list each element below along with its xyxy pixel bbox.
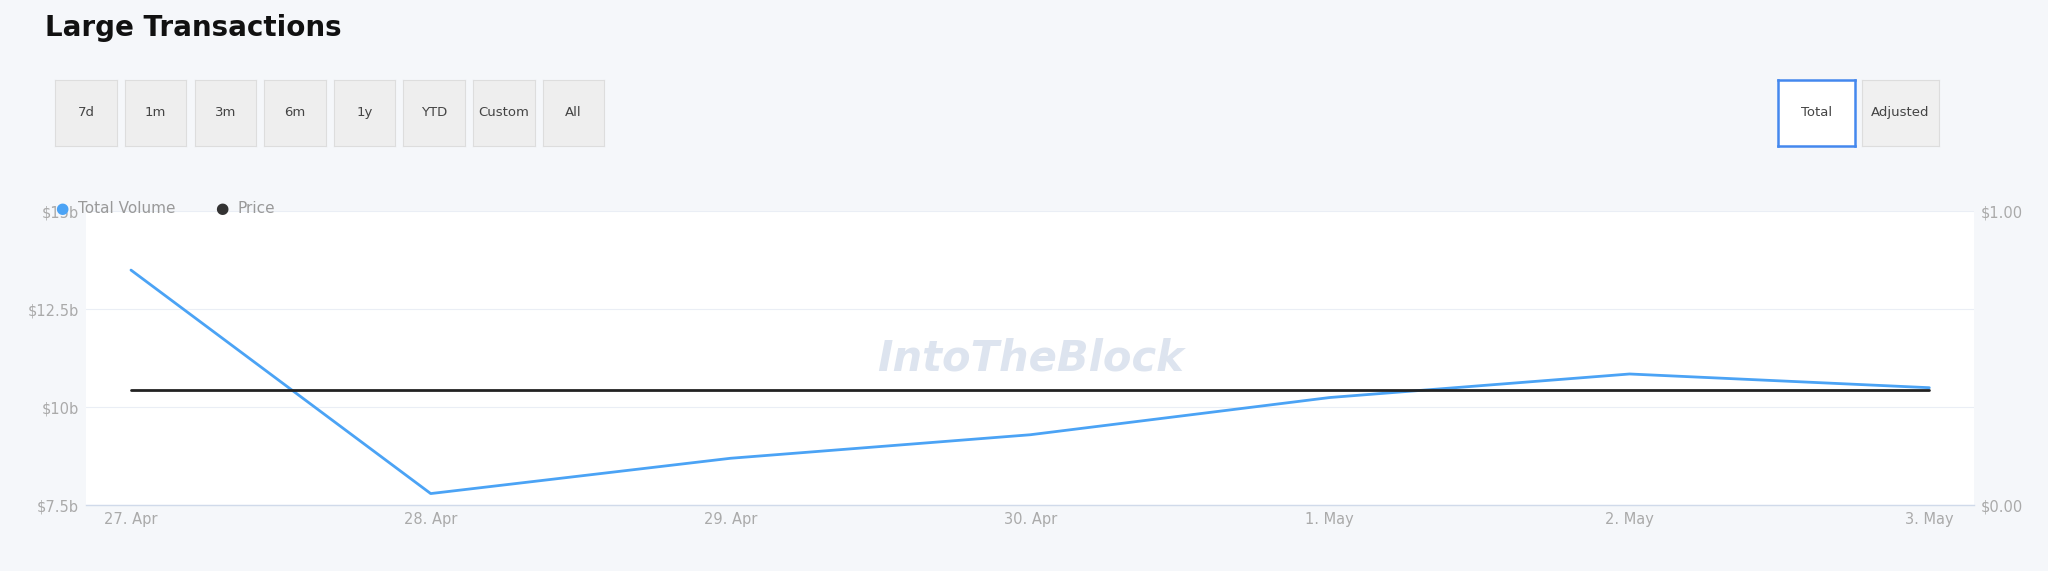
Text: 3m: 3m [215, 106, 236, 119]
Text: 6m: 6m [285, 106, 305, 119]
Text: Price: Price [238, 201, 274, 216]
Text: IntoTheBlock: IntoTheBlock [877, 337, 1184, 379]
Text: Custom: Custom [479, 106, 528, 119]
Text: 1m: 1m [145, 106, 166, 119]
Text: Total Volume: Total Volume [78, 201, 176, 216]
Text: ●: ● [215, 201, 227, 216]
Text: All: All [565, 106, 582, 119]
Text: 1y: 1y [356, 106, 373, 119]
Text: Total: Total [1800, 106, 1833, 119]
Text: ●: ● [55, 201, 68, 216]
Text: 7d: 7d [78, 106, 94, 119]
Text: YTD: YTD [422, 106, 446, 119]
Text: Adjusted: Adjusted [1872, 106, 1929, 119]
Text: Large Transactions: Large Transactions [45, 14, 342, 42]
